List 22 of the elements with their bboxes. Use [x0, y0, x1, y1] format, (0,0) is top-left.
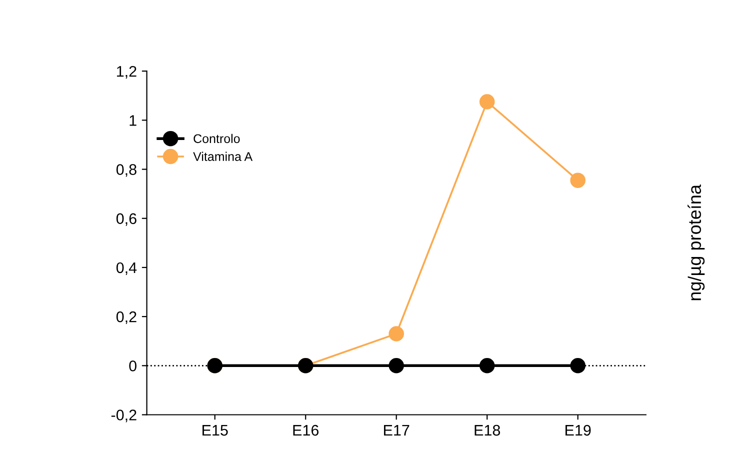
point — [570, 358, 586, 374]
y-tick-label: 0 — [129, 360, 136, 372]
y-tick-label: -0,2 — [111, 410, 136, 422]
y-tick-label: 0,2 — [116, 311, 136, 324]
y-tick-label: 0,4 — [116, 262, 137, 275]
legend-label: Controlo — [194, 134, 240, 144]
y-tick-label: 0,6 — [116, 213, 136, 226]
x-tick-label: E15 — [202, 425, 228, 436]
y-tick-label: 1,2 — [117, 66, 136, 79]
y-tick-label: 0,8 — [116, 164, 136, 177]
x-tick-label: E18 — [474, 424, 500, 436]
y-tick-label: 1 — [130, 115, 136, 126]
point — [479, 94, 495, 110]
point — [388, 358, 404, 374]
point — [479, 358, 495, 374]
point — [388, 326, 404, 342]
x-tick-label: E19 — [566, 424, 591, 436]
point — [570, 172, 586, 188]
x-tick-label: E17 — [384, 425, 410, 436]
x-tick-label: E16 — [293, 424, 319, 436]
y-axis-title: ng/µg proteína — [688, 184, 705, 300]
legend-label: Vitamina A — [193, 152, 253, 161]
